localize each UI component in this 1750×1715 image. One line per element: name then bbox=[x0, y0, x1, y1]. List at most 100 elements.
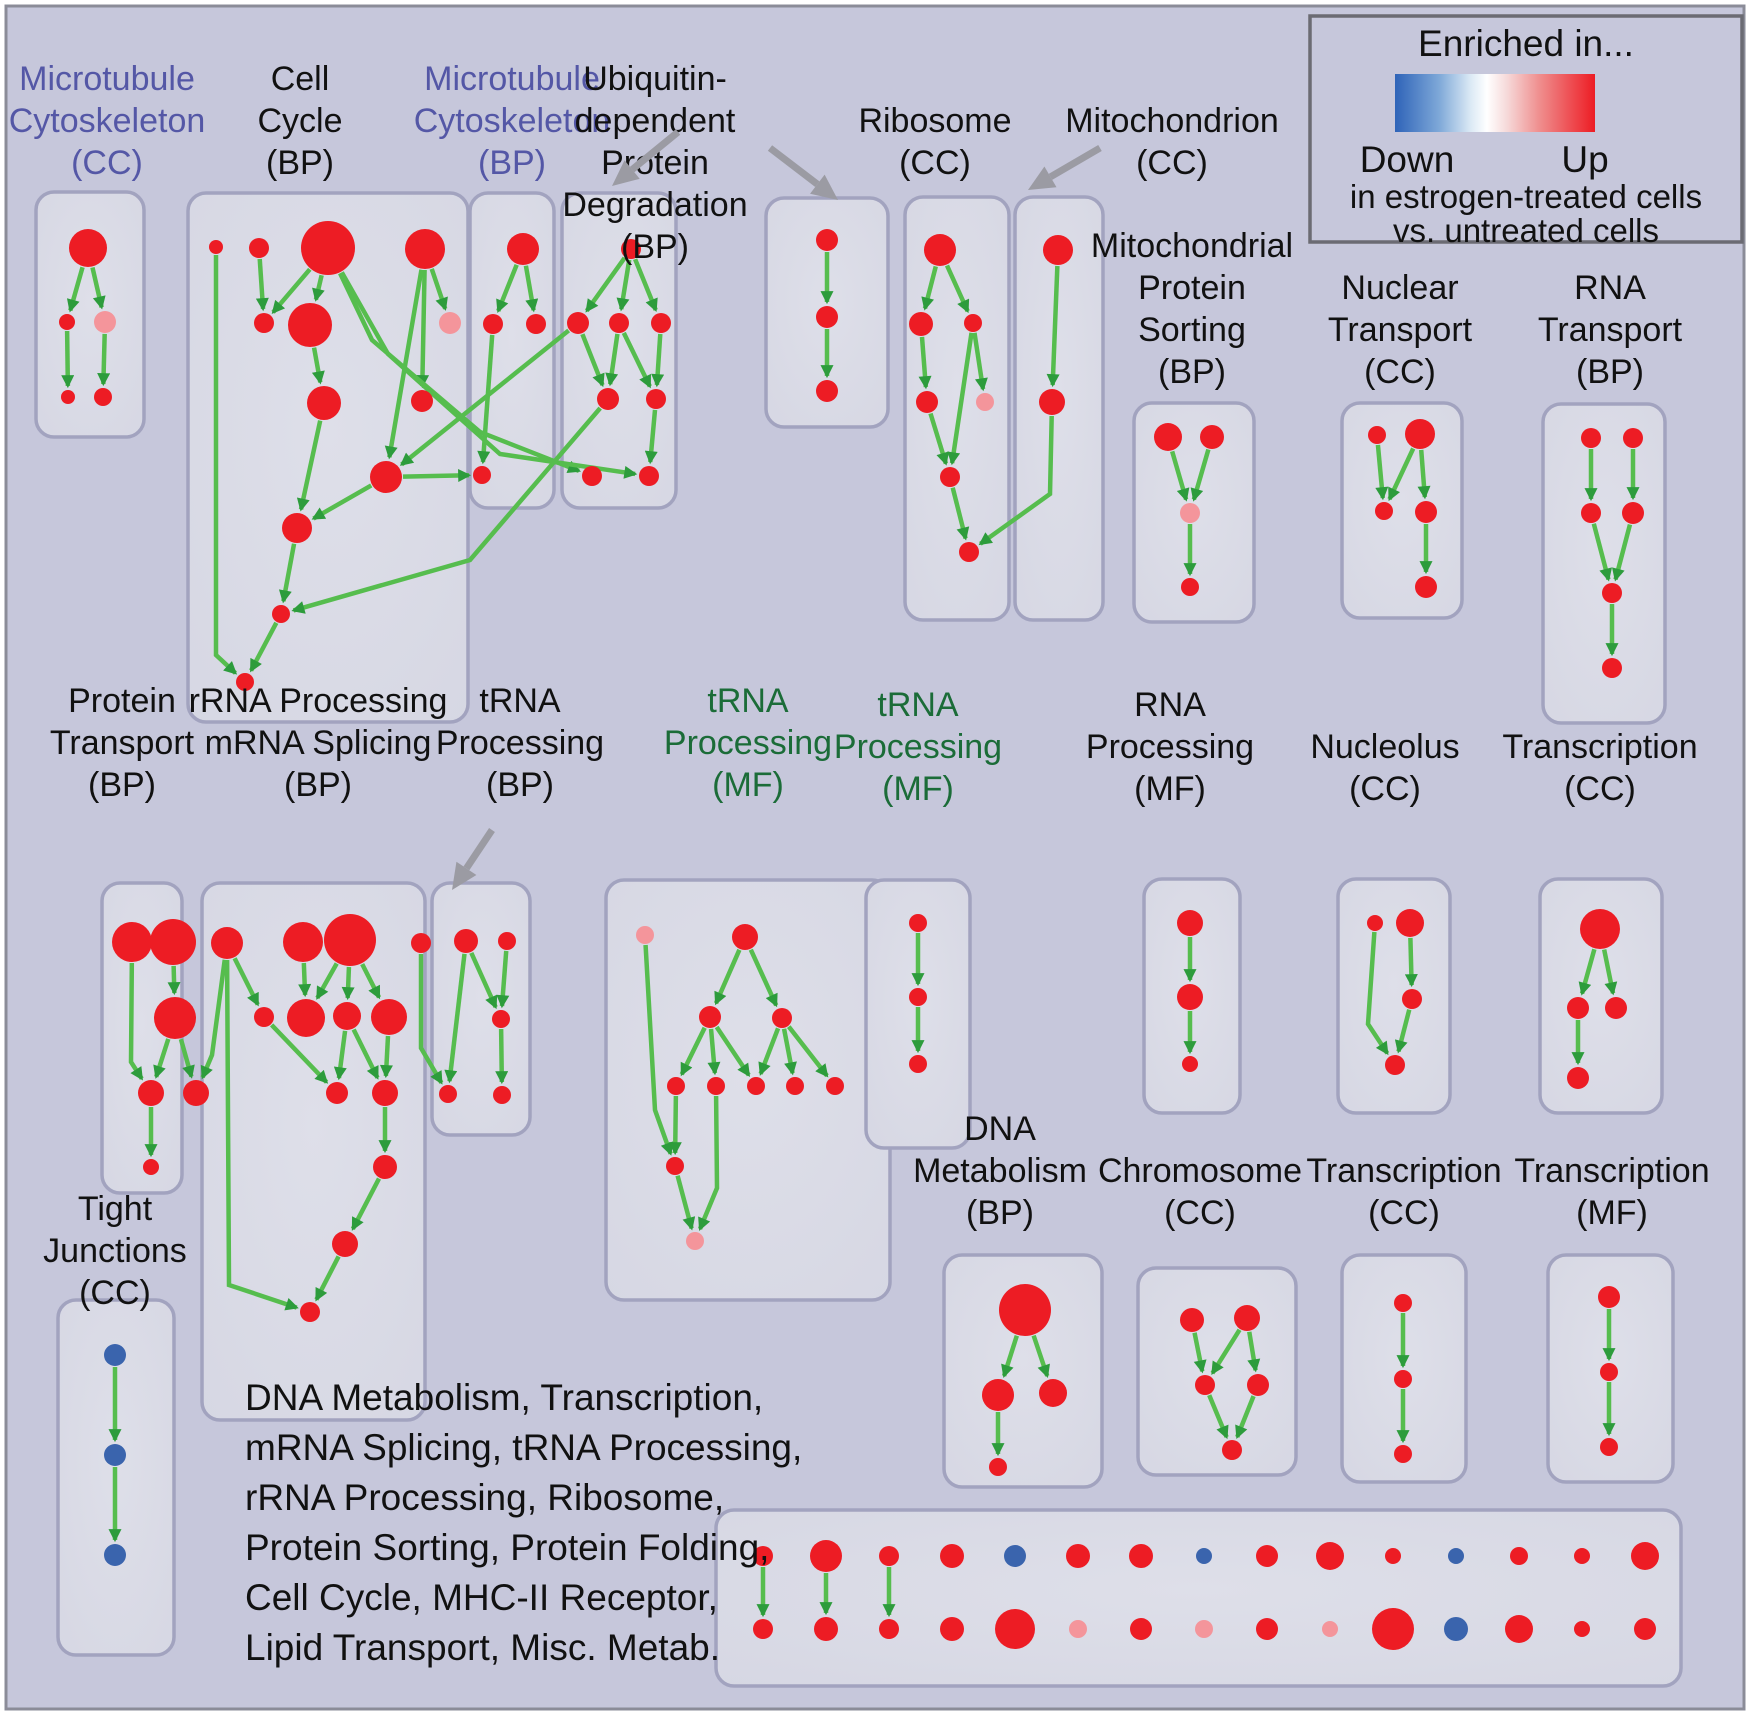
edge-arrow bbox=[384, 269, 424, 460]
edge-arrow bbox=[781, 1028, 797, 1076]
edge-arrow bbox=[1192, 1332, 1207, 1374]
go-term-node-l2 bbox=[1394, 1370, 1412, 1388]
go-term-node-z12b bbox=[1444, 1617, 1468, 1641]
cluster-label-trna-mf-2: tRNA Processing (MF) bbox=[834, 686, 1002, 808]
cluster-label-mt-bp: Microtubule Cytoskeleton (BP) bbox=[414, 60, 611, 182]
edge-arrow bbox=[947, 332, 974, 466]
edge-arrow bbox=[496, 263, 519, 314]
go-term-node-z5b bbox=[995, 1609, 1035, 1649]
go-term-node-i4 bbox=[1567, 1067, 1589, 1089]
go-term-node-u7 bbox=[582, 466, 602, 486]
edge-arrow bbox=[61, 330, 75, 389]
go-term-node-z1t bbox=[753, 1546, 773, 1566]
edge-arrow bbox=[1404, 937, 1418, 988]
go-term-node-m4 bbox=[473, 466, 491, 484]
go-term-node-g2 bbox=[1177, 984, 1203, 1010]
go-term-node-l1 bbox=[1394, 1294, 1412, 1312]
cluster-box-nucleolus bbox=[1336, 877, 1452, 1115]
go-term-node-z3t bbox=[879, 1546, 899, 1566]
go-term-node-e1 bbox=[636, 926, 654, 944]
go-term-node-h1 bbox=[1367, 915, 1383, 931]
go-term-node-b7 bbox=[333, 1002, 361, 1030]
legend-down-label: Down bbox=[1360, 139, 1455, 180]
cluster-label-dna-metab: DNA Metabolism (BP) bbox=[913, 1110, 1087, 1232]
edge-arrow bbox=[444, 953, 467, 1084]
cluster-label-protein-transport: Protein Transport (BP) bbox=[50, 682, 195, 804]
go-term-node-g1 bbox=[1177, 910, 1203, 936]
edge-arrow bbox=[679, 1026, 707, 1077]
go-term-node-b13 bbox=[300, 1302, 320, 1322]
go-term-node-e11 bbox=[686, 1232, 704, 1250]
go-term-node-c11 bbox=[282, 513, 312, 543]
go-term-node-f1 bbox=[909, 914, 927, 932]
go-term-node-c6 bbox=[288, 303, 332, 347]
cluster-box-nuclear-transport bbox=[1340, 401, 1464, 620]
go-term-node-n5 bbox=[1415, 576, 1437, 598]
cluster-label-transcription-cc-mid: Transcription (CC) bbox=[1502, 728, 1697, 808]
go-term-node-z10b bbox=[1322, 1621, 1338, 1637]
go-term-node-z7t bbox=[1129, 1544, 1153, 1568]
edge-arrow bbox=[1375, 444, 1389, 501]
go-term-node-a3 bbox=[94, 311, 116, 333]
edge-arrow bbox=[360, 963, 382, 1000]
edge-arrow bbox=[333, 1030, 348, 1081]
go-term-node-w2 bbox=[104, 1444, 126, 1466]
go-term-node-d5 bbox=[493, 1086, 511, 1104]
edge-arrow bbox=[495, 1028, 509, 1085]
go-term-node-s1 bbox=[1154, 423, 1182, 451]
edge-arrow bbox=[311, 347, 325, 385]
edge-arrow bbox=[379, 1035, 393, 1079]
go-term-node-e2 bbox=[732, 924, 758, 950]
go-term-node-h2 bbox=[1396, 909, 1424, 937]
cluster-box-ubiq-1 bbox=[560, 191, 678, 510]
edge-arrow bbox=[341, 966, 355, 1001]
edge-arrow bbox=[580, 333, 605, 388]
cluster-box-transcription-cc-mid bbox=[1538, 877, 1664, 1115]
edge-arrow bbox=[523, 265, 539, 313]
legend-subtitle-2: vs. untreated cells bbox=[1393, 212, 1659, 249]
go-term-node-k3 bbox=[1195, 1375, 1215, 1395]
go-term-node-z8t bbox=[1196, 1548, 1212, 1564]
edge-arrow bbox=[66, 266, 85, 313]
go-term-node-z3b bbox=[879, 1619, 899, 1639]
edge-arrow bbox=[314, 1255, 341, 1302]
edge-arrow bbox=[1394, 1009, 1412, 1054]
go-term-node-j2 bbox=[982, 1379, 1014, 1411]
edge-arrow bbox=[1031, 1334, 1050, 1378]
edge-arrow bbox=[633, 258, 658, 313]
go-term-node-z15t bbox=[1631, 1542, 1659, 1570]
go-term-node-z1b bbox=[753, 1619, 773, 1639]
go-term-node-b9 bbox=[326, 1082, 348, 1104]
go-term-node-z9t bbox=[1256, 1545, 1278, 1567]
go-term-node-e10 bbox=[666, 1157, 684, 1175]
go-term-node-z13t bbox=[1510, 1547, 1528, 1565]
annotation-arrow-head bbox=[452, 861, 477, 890]
go-term-node-e5 bbox=[667, 1077, 685, 1095]
edge-arrow bbox=[1591, 523, 1612, 582]
legend-gradient-bar bbox=[1395, 74, 1595, 132]
go-term-node-b12 bbox=[332, 1231, 358, 1257]
cluster-box-transcription-cc-bot bbox=[1340, 1253, 1468, 1484]
go-term-node-z2t bbox=[810, 1540, 842, 1572]
edge-arrow bbox=[296, 420, 323, 512]
go-term-node-f3 bbox=[909, 1055, 927, 1073]
go-term-node-z4b bbox=[940, 1617, 964, 1641]
go-term-node-z2b bbox=[814, 1617, 838, 1641]
go-term-node-c10 bbox=[370, 461, 402, 493]
edge-arrow bbox=[621, 331, 652, 389]
go-term-node-e8 bbox=[786, 1077, 804, 1095]
go-term-node-t3 bbox=[1581, 503, 1601, 523]
cluster-label-mito-sort: Mitochondrial Protein Sorting (BP) bbox=[1091, 227, 1293, 391]
edge-arrow bbox=[90, 266, 106, 310]
edge-arrow bbox=[714, 1025, 751, 1077]
edge-arrow bbox=[249, 621, 279, 673]
go-term-node-k1 bbox=[1180, 1308, 1204, 1332]
go-term-node-j1 bbox=[999, 1284, 1051, 1336]
go-term-node-f2 bbox=[909, 988, 927, 1006]
go-term-node-j4 bbox=[989, 1458, 1007, 1476]
edge-arrow bbox=[399, 328, 571, 467]
cluster-label-rna-transport: RNA Transport (BP) bbox=[1538, 269, 1683, 391]
go-term-node-b3 bbox=[324, 914, 376, 966]
go-term-node-b6 bbox=[287, 999, 325, 1037]
